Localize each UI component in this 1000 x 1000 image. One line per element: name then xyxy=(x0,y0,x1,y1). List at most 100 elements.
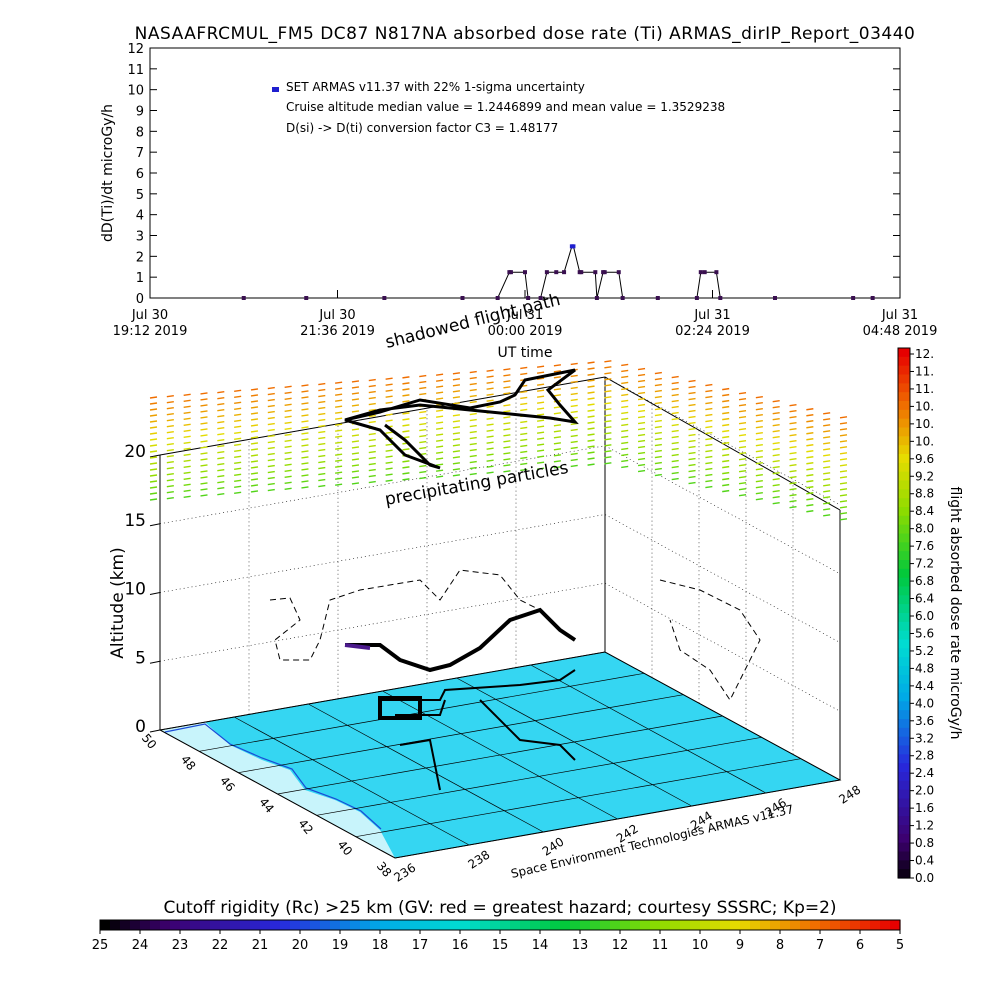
dose-rate-colorbar-segment xyxy=(898,701,910,711)
particle-dash xyxy=(772,460,780,463)
cutoff-rigidity-colorbar-segment xyxy=(160,920,171,930)
particle-dash xyxy=(234,395,242,398)
particle-dash xyxy=(688,379,696,383)
particle-dash xyxy=(520,456,528,460)
particle-dash xyxy=(536,461,545,464)
particle-dash xyxy=(587,391,595,394)
particle-dash xyxy=(503,404,511,407)
particle-dash xyxy=(621,417,629,421)
particle-dash xyxy=(469,376,477,380)
dose-rate-colorbar-segment xyxy=(898,683,910,694)
cutoff-rigidity-tick-label: 19 xyxy=(332,938,349,953)
dose-rate-tick-label: 11. xyxy=(915,382,934,396)
particle-dash xyxy=(234,401,242,404)
particle-dash xyxy=(772,496,780,499)
particle-dash xyxy=(738,421,747,425)
particle-dash xyxy=(284,469,292,472)
particle-dash xyxy=(435,385,444,388)
dose-rate-tick-label: 0.8 xyxy=(915,836,934,850)
particle-dash xyxy=(789,494,797,497)
particle-dash xyxy=(503,368,511,371)
particle-dash xyxy=(604,456,612,459)
dose-rate-colorbar-segment xyxy=(898,542,910,552)
particle-dash xyxy=(217,456,225,460)
particle-dash xyxy=(351,386,360,389)
particle-dash xyxy=(435,451,444,454)
particle-dash xyxy=(570,428,578,432)
particle-dash xyxy=(823,502,831,505)
particle-dash xyxy=(149,468,158,471)
longitude-grid-line xyxy=(530,664,767,794)
dose-rate-tick-label: 8.8 xyxy=(915,487,934,501)
particle-dash xyxy=(839,488,848,491)
particle-dash xyxy=(789,500,797,503)
particle-dash xyxy=(604,390,612,393)
particle-dash xyxy=(368,444,376,448)
particle-dash xyxy=(705,437,713,441)
cutoff-rigidity-colorbar-segment xyxy=(590,920,601,930)
particle-dash xyxy=(149,462,158,465)
particle-dash xyxy=(217,420,225,424)
particle-dash xyxy=(570,464,578,468)
legend-series-label: SET ARMAS v11.37 with 22% 1-sigma uncert… xyxy=(286,80,585,94)
x-tick-time: 19:12 2019 xyxy=(113,324,188,339)
particle-dash xyxy=(200,464,208,467)
particle-dash xyxy=(486,405,494,408)
particle-dash xyxy=(250,448,259,451)
particle-dash xyxy=(705,419,713,423)
particle-dash xyxy=(722,471,730,475)
dose-rate-tick-label: 1.2 xyxy=(915,819,934,833)
particle-dash xyxy=(671,375,679,379)
particle-dash xyxy=(351,404,360,407)
particle-dash xyxy=(536,389,545,392)
dose-rate-tick-label: 6.0 xyxy=(915,609,934,623)
particle-dash xyxy=(604,420,612,423)
particle-dash xyxy=(570,398,578,402)
cutoff-rigidity-colorbar-segment xyxy=(780,920,791,930)
cutoff-rigidity-colorbar-segment xyxy=(200,920,211,930)
particle-dash xyxy=(722,393,730,397)
particle-dash xyxy=(368,432,376,436)
particle-dash xyxy=(351,398,360,401)
particle-dash xyxy=(536,365,545,368)
longitude-tick-label: 238 xyxy=(466,848,493,872)
dose-rate-tick-label: 5.6 xyxy=(915,626,934,640)
particle-dash xyxy=(250,406,259,409)
particle-dash xyxy=(301,486,309,489)
dose-rate-colorbar-segment xyxy=(898,418,910,429)
particle-dash xyxy=(688,403,696,407)
particle-dash xyxy=(772,424,780,427)
particle-dash xyxy=(217,396,225,400)
dose-rate-colorbar-segment xyxy=(898,515,910,526)
particle-dash xyxy=(385,479,393,482)
particle-dash xyxy=(435,469,444,472)
particle-dash xyxy=(520,462,528,466)
particle-dash xyxy=(368,384,376,388)
dose-rate-colorbar-segment xyxy=(898,692,910,702)
particle-dash xyxy=(452,444,461,447)
particle-dash xyxy=(368,438,376,442)
particle-dash xyxy=(671,447,679,451)
particle-dash xyxy=(738,409,747,413)
particle-dash xyxy=(183,423,191,427)
cutoff-rigidity-colorbar-segment xyxy=(770,920,781,930)
particle-dash xyxy=(419,476,427,480)
particle-dash xyxy=(520,444,528,448)
particle-dash xyxy=(722,453,730,457)
particle-dash xyxy=(671,459,679,463)
particle-dash xyxy=(452,426,461,429)
particle-dash xyxy=(183,459,191,463)
cutoff-rigidity-colorbar-segment xyxy=(750,920,761,930)
particle-dash xyxy=(469,394,477,398)
particle-dash xyxy=(284,391,292,394)
particle-dash xyxy=(200,452,208,455)
particle-dash xyxy=(705,389,713,393)
x-tick-time: 02:24 2019 xyxy=(675,324,750,339)
cutoff-rigidity-colorbar-segment xyxy=(890,920,901,930)
y-tick-label: 2 xyxy=(136,250,144,265)
particle-dash xyxy=(738,463,747,467)
particle-dash xyxy=(621,411,629,415)
particle-dash xyxy=(234,461,242,464)
particle-dash xyxy=(318,442,326,446)
particle-dash xyxy=(368,414,376,418)
